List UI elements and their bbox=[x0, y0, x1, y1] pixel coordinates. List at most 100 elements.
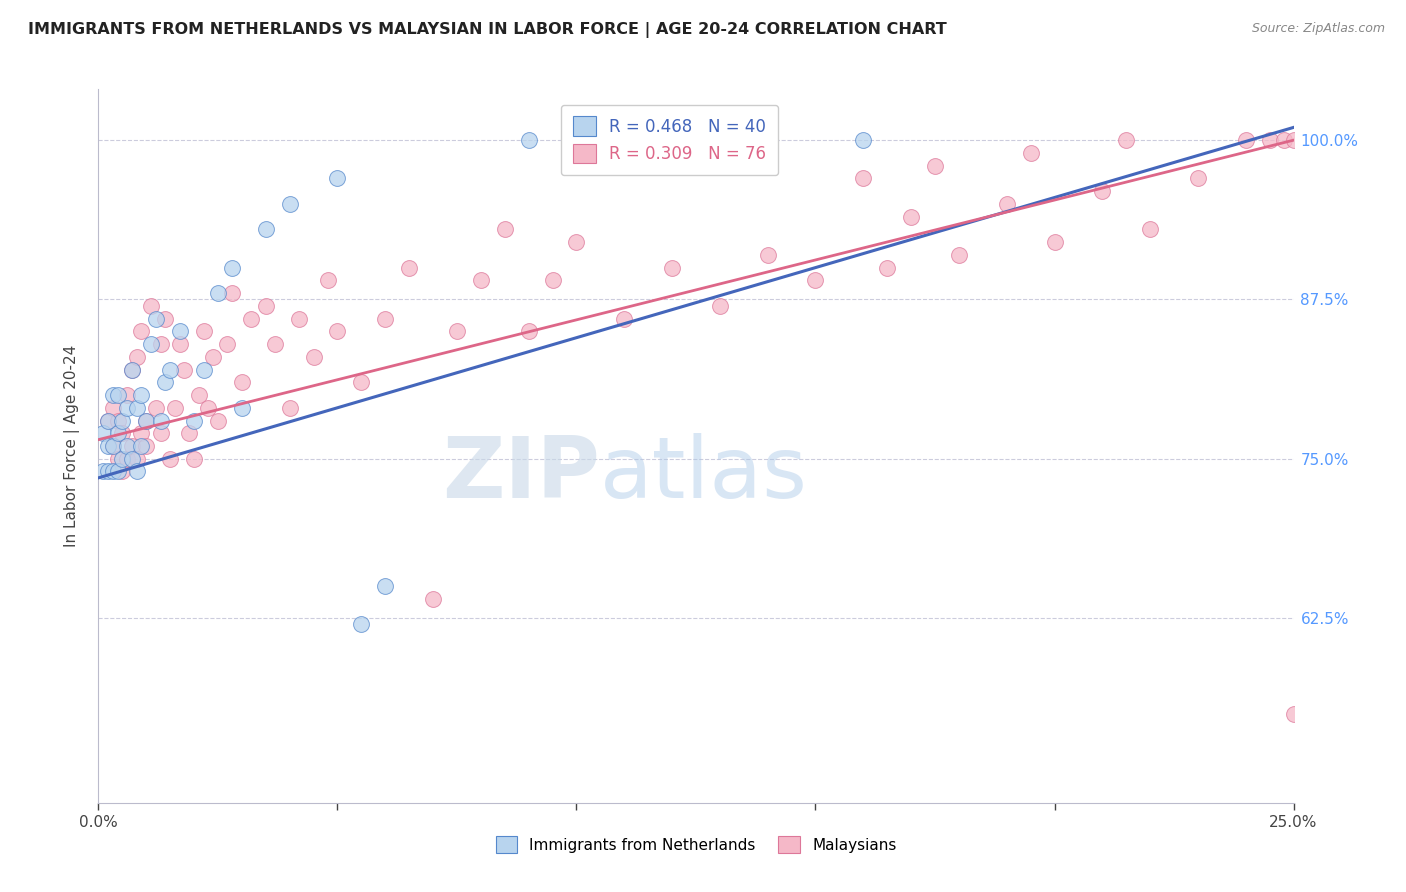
Point bbox=[163, 401, 186, 415]
Point bbox=[852, 171, 875, 186]
Point bbox=[207, 413, 229, 427]
Point bbox=[756, 248, 779, 262]
Point bbox=[326, 171, 349, 186]
Point bbox=[183, 451, 205, 466]
Point bbox=[149, 413, 172, 427]
Point bbox=[1258, 133, 1281, 147]
Point bbox=[709, 299, 731, 313]
Point bbox=[565, 235, 588, 249]
Point bbox=[101, 439, 124, 453]
Point bbox=[264, 337, 287, 351]
Point bbox=[197, 401, 219, 415]
Point bbox=[131, 439, 153, 453]
Point bbox=[125, 465, 148, 479]
Point bbox=[145, 401, 167, 415]
Point bbox=[101, 388, 124, 402]
Point bbox=[900, 210, 922, 224]
Point bbox=[107, 426, 129, 441]
Point bbox=[995, 197, 1018, 211]
Point bbox=[159, 451, 181, 466]
Point bbox=[107, 465, 129, 479]
Point bbox=[398, 260, 420, 275]
Point bbox=[193, 362, 215, 376]
Point bbox=[121, 362, 143, 376]
Point bbox=[139, 337, 162, 351]
Point bbox=[221, 286, 243, 301]
Point bbox=[101, 465, 124, 479]
Point bbox=[316, 273, 339, 287]
Point bbox=[494, 222, 516, 236]
Point bbox=[169, 337, 191, 351]
Point bbox=[661, 260, 683, 275]
Point bbox=[121, 451, 143, 466]
Point bbox=[804, 273, 827, 287]
Point bbox=[924, 159, 946, 173]
Point bbox=[183, 413, 205, 427]
Point bbox=[1234, 133, 1257, 147]
Point bbox=[107, 413, 129, 427]
Point bbox=[350, 376, 373, 390]
Point bbox=[948, 248, 970, 262]
Point bbox=[202, 350, 225, 364]
Text: Source: ZipAtlas.com: Source: ZipAtlas.com bbox=[1251, 22, 1385, 36]
Point bbox=[1139, 222, 1161, 236]
Point bbox=[613, 311, 636, 326]
Point bbox=[240, 311, 263, 326]
Point bbox=[101, 439, 124, 453]
Point bbox=[173, 362, 195, 376]
Point bbox=[207, 286, 229, 301]
Point bbox=[278, 401, 301, 415]
Point bbox=[101, 401, 124, 415]
Point bbox=[125, 451, 148, 466]
Point bbox=[852, 133, 875, 147]
Point bbox=[1282, 706, 1305, 721]
Point bbox=[302, 350, 325, 364]
Point bbox=[111, 465, 134, 479]
Point bbox=[221, 260, 243, 275]
Text: ZIP: ZIP bbox=[443, 433, 600, 516]
Point bbox=[115, 401, 138, 415]
Point bbox=[517, 133, 540, 147]
Point bbox=[254, 299, 277, 313]
Point bbox=[115, 388, 138, 402]
Point bbox=[1282, 133, 1305, 147]
Point bbox=[131, 388, 153, 402]
Y-axis label: In Labor Force | Age 20-24: In Labor Force | Age 20-24 bbox=[63, 345, 80, 547]
Point bbox=[131, 426, 153, 441]
Point bbox=[135, 413, 157, 427]
Text: atlas: atlas bbox=[600, 433, 808, 516]
Point bbox=[231, 376, 253, 390]
Point bbox=[1091, 184, 1114, 198]
Point bbox=[1187, 171, 1209, 186]
Point bbox=[97, 439, 120, 453]
Point bbox=[155, 376, 177, 390]
Point bbox=[278, 197, 301, 211]
Point bbox=[374, 311, 396, 326]
Point bbox=[121, 439, 143, 453]
Point bbox=[876, 260, 898, 275]
Point bbox=[374, 579, 396, 593]
Point bbox=[115, 439, 138, 453]
Point bbox=[111, 426, 134, 441]
Point bbox=[111, 451, 134, 466]
Point bbox=[1272, 133, 1295, 147]
Point bbox=[125, 401, 148, 415]
Point bbox=[350, 617, 373, 632]
Point bbox=[91, 465, 114, 479]
Point bbox=[107, 451, 129, 466]
Point bbox=[470, 273, 492, 287]
Point bbox=[115, 451, 138, 466]
Point bbox=[125, 350, 148, 364]
Point bbox=[231, 401, 253, 415]
Point bbox=[149, 337, 172, 351]
Point bbox=[422, 591, 444, 606]
Point bbox=[139, 299, 162, 313]
Point bbox=[111, 413, 134, 427]
Point bbox=[135, 413, 157, 427]
Point bbox=[446, 324, 468, 338]
Point bbox=[1115, 133, 1137, 147]
Point bbox=[217, 337, 239, 351]
Point bbox=[97, 413, 120, 427]
Point bbox=[121, 362, 143, 376]
Point bbox=[179, 426, 201, 441]
